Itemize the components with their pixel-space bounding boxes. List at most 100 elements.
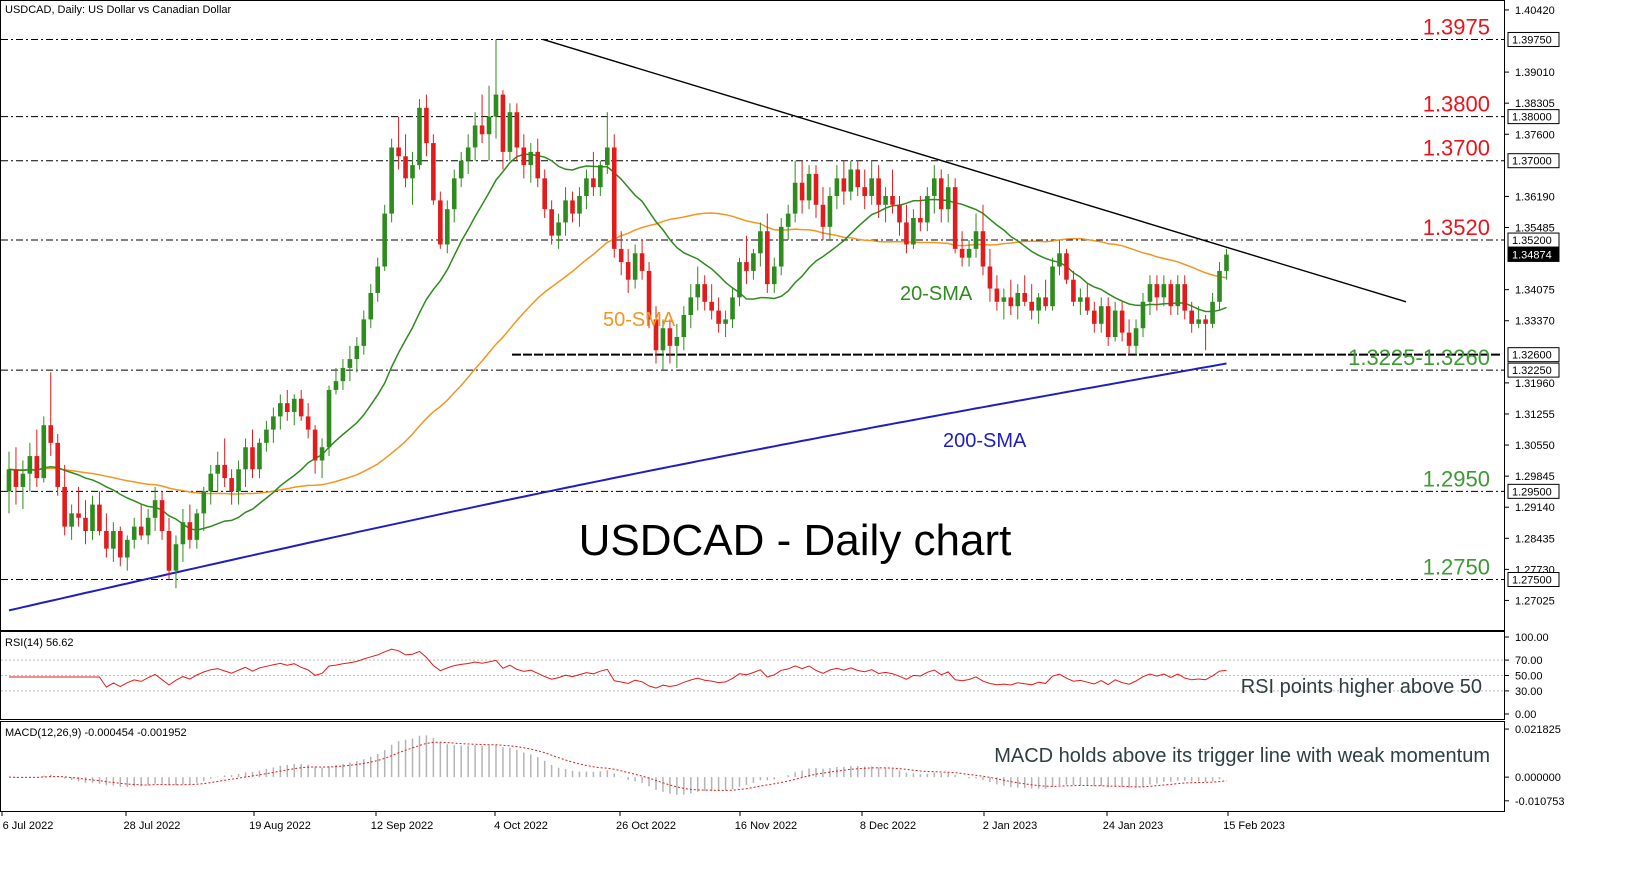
candle-body <box>111 531 116 549</box>
candle-body <box>451 178 457 210</box>
chart-title: USDCAD - Daily chart <box>579 516 1012 565</box>
moving-averages <box>8 153 1227 612</box>
rsi-tick-label: 30.00 <box>1515 686 1543 698</box>
candle-body <box>159 500 165 532</box>
price-markers: 1.39750 1.38000 1.37000 1.35200 1.34874 1.326… <box>1507 31 1560 588</box>
candle-body <box>180 522 186 545</box>
level-label: 1.3520 <box>1423 215 1490 240</box>
y-tick-label: 1.35485 <box>1515 222 1555 234</box>
candle-body <box>305 416 311 430</box>
candle-body <box>382 213 387 267</box>
sma20-label: 20-SMA <box>900 283 973 305</box>
candle-body <box>62 486 67 527</box>
y-tick-label: 1.29140 <box>1515 502 1555 514</box>
rsi-tick-label: 70.00 <box>1515 655 1543 667</box>
candle-body <box>681 315 687 338</box>
candle-body <box>1175 284 1181 307</box>
candle-body <box>966 248 972 258</box>
y-tick-label: 1.34075 <box>1515 285 1555 297</box>
candle-body <box>980 231 986 267</box>
candle-body <box>271 416 276 430</box>
candle-body <box>278 403 283 417</box>
x-tick-label: 4 Oct 2022 <box>494 820 548 832</box>
y-tick-label: 1.27025 <box>1515 595 1555 607</box>
candle-body <box>931 178 937 196</box>
candle-body <box>291 398 297 412</box>
candle-body <box>855 169 861 188</box>
candle-body <box>904 222 909 245</box>
price-marker-box <box>1507 31 1560 47</box>
level-label: 1.2750 <box>1423 555 1490 580</box>
candle-body <box>1196 319 1201 324</box>
candle-body <box>1189 310 1194 324</box>
price-marker-label: 1.27500 <box>1512 575 1552 587</box>
price-marker-label: 1.32600 <box>1512 350 1552 362</box>
price-marker-box <box>1507 246 1560 262</box>
x-tick-label: 2 Jan 2023 <box>983 820 1037 832</box>
candle-body <box>1168 284 1174 307</box>
candle-body <box>118 531 123 558</box>
candle-body <box>1091 310 1097 324</box>
candle-body <box>625 262 631 280</box>
y-tick-label: 1.33370 <box>1515 316 1555 328</box>
candle-body <box>869 178 874 196</box>
price-marker-box <box>1507 109 1560 125</box>
candle-body <box>347 359 353 368</box>
price-panel-frame <box>0 0 1505 631</box>
candle-body <box>76 513 81 518</box>
time-axis: 6 Jul 2022 28 Jul 2022 19 Aug 2022 12 Sep 2… <box>1 812 1285 832</box>
rsi-tick-label: 0.00 <box>1515 709 1536 721</box>
candle-body <box>90 504 95 532</box>
level-label: 1.2950 <box>1423 466 1490 491</box>
candle-body <box>472 125 478 148</box>
rsi-line <box>9 648 1227 689</box>
candle-body <box>333 381 339 390</box>
x-tick-label: 12 Sep 2022 <box>371 820 433 832</box>
candle-body <box>1029 301 1034 311</box>
candle-body <box>284 403 290 412</box>
candle-body <box>493 94 499 117</box>
candle-body <box>124 539 130 558</box>
candle-body <box>444 209 450 245</box>
candle-body <box>1085 297 1090 311</box>
candle-body <box>138 526 144 536</box>
candle-body <box>556 222 561 236</box>
candle-body <box>215 464 221 474</box>
x-tick-label: 26 Oct 2022 <box>616 820 676 832</box>
candle-body <box>83 517 88 532</box>
candle-body <box>479 125 485 135</box>
candle-body <box>987 266 993 289</box>
candle-body <box>1050 266 1055 307</box>
candle-body <box>890 195 895 205</box>
candle-body <box>1112 310 1118 338</box>
candle-body <box>486 116 492 135</box>
candle-body <box>542 178 547 210</box>
price-marker-label: 1.37000 <box>1512 156 1552 168</box>
level-labels: 1.3975 1.3800 1.3700 1.3520 1.3225-1.3260 1.2… <box>1348 14 1490 579</box>
price-marker-box <box>1507 153 1560 169</box>
rsi-annotation: RSI points higher above 50 <box>1241 676 1482 698</box>
candle-body <box>514 112 520 148</box>
candle-body <box>34 456 40 479</box>
candle-body <box>375 266 381 293</box>
y-tick-label: 1.39010 <box>1515 67 1555 79</box>
candle-body <box>319 447 325 461</box>
candle-body <box>674 337 680 346</box>
candle-body <box>264 429 269 443</box>
price-marker-box <box>1507 362 1560 378</box>
price-marker-label: 1.34874 <box>1512 249 1552 261</box>
rsi-tick-label: 50.00 <box>1515 671 1543 683</box>
candle-body <box>605 147 610 166</box>
candle-body <box>1064 253 1069 280</box>
candle-body <box>243 447 248 470</box>
candle-body <box>611 147 617 249</box>
candle-body <box>653 319 659 351</box>
candle-body <box>584 178 589 196</box>
candle-body <box>222 464 227 479</box>
sma50-label: 50-SMA <box>603 309 676 331</box>
candle-body <box>549 209 554 236</box>
candle-body <box>521 147 527 166</box>
candle-body <box>236 469 241 492</box>
